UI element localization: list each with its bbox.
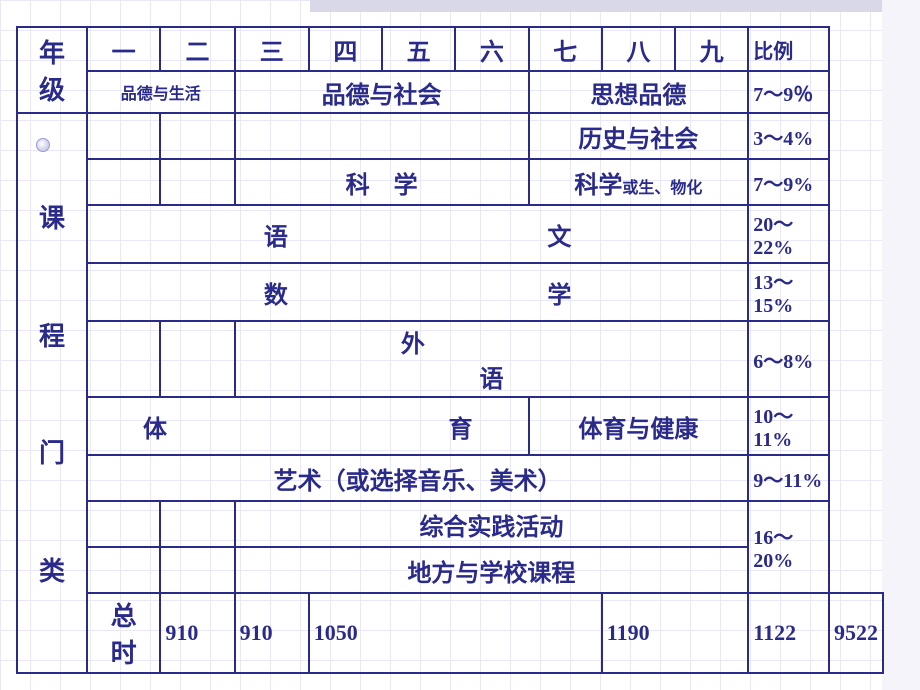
history-ratio: 3～4% [748,113,829,159]
side-char-4: 类 [39,551,65,588]
grade-1: 一 [87,27,160,71]
local-row: 地方与学校课程 [235,547,749,593]
math-row: 数 学 [87,263,748,321]
foreign-g1 [87,321,160,397]
side-char-1: 课 [39,198,65,235]
courses-side-label: 课 程 门 类 [17,113,87,673]
grade-char-1: 年 [39,33,65,70]
practice-g1 [87,501,160,547]
total-g1: 910 [160,593,234,673]
foreign-row: 外 语 [235,321,749,397]
practice-g2 [160,501,234,547]
science-36: 科 学 [235,159,529,205]
grade-9: 九 [675,27,748,71]
total-char-1: 总 [111,596,137,633]
morality-36: 品德与社会 [235,71,529,113]
foreign-ratio: 6～8% [748,321,829,397]
morality-79: 思想品德 [529,71,749,113]
grade-3: 三 [235,27,309,71]
grade-7: 七 [529,27,602,71]
morality-12: 品德与生活 [87,71,235,113]
history-79: 历史与社会 [529,113,749,159]
total-g78: 1190 [602,593,749,673]
science-79: 科学或生、物化 [529,159,749,205]
pe-16: 体 育 [87,397,529,455]
science-g1 [87,159,160,205]
science-g2 [160,159,234,205]
practice-row: 综合实践活动 [235,501,749,547]
science-ratio: 7～9% [748,159,829,205]
art-row: 艺术（或选择音乐、美术） [87,455,748,501]
grade-5: 五 [382,27,455,71]
grade-6: 六 [455,27,528,71]
pe-79: 体育与健康 [529,397,749,455]
pe-ratio: 10～11% [748,397,829,455]
history-g1 [87,113,160,159]
foreign-g2 [160,321,234,397]
math-ratio: 13～15% [748,263,829,321]
total-char-2: 时 [111,633,137,670]
grade-4: 四 [309,27,382,71]
side-char-2: 程 [39,316,65,353]
side-char-3: 门 [39,433,65,470]
morality-ratio: 7～9％ [748,71,829,113]
decorative-right-bar [882,0,920,690]
art-ratio: 9～11% [748,455,829,501]
history-g36 [235,113,529,159]
grade-char-2: 级 [39,70,65,107]
grade-2: 二 [160,27,234,71]
curriculum-table: 年 级 一 二 三 四 五 六 七 八 九 比例 品德与生活 品德与社会 思想品… [16,26,884,674]
chinese-ratio: 20～22% [748,205,829,263]
local-g1 [87,547,160,593]
decorative-top-bar [310,0,920,12]
total-g36: 1050 [309,593,602,673]
total-g2: 910 [235,593,309,673]
history-g2 [160,113,234,159]
total-label: 总 时 [87,593,160,673]
grade-header: 年 级 [17,27,87,113]
local-g2 [160,547,234,593]
chinese-row: 语 文 [87,205,748,263]
total-g9: 1122 [748,593,829,673]
ratio-header: 比例 [748,27,829,71]
total-sum: 9522 [829,593,883,673]
practice-ratio: 16～20% [748,501,829,593]
grade-8: 八 [602,27,675,71]
